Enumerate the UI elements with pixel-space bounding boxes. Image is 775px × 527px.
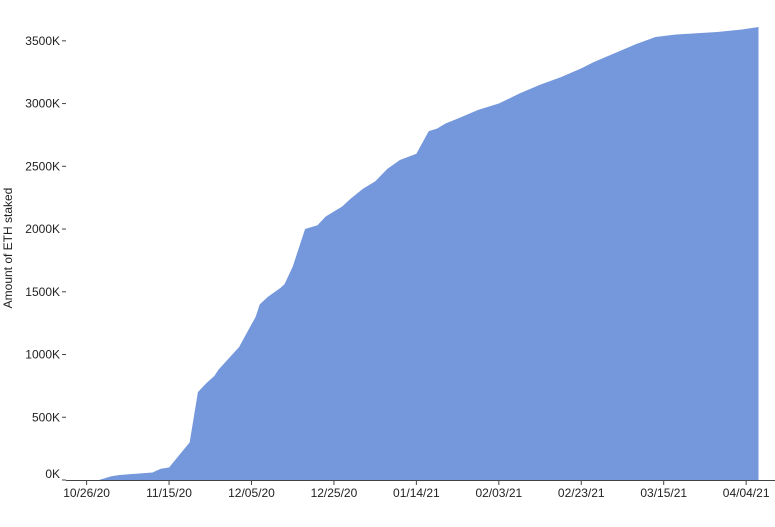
y-tick-label: 2000K	[25, 222, 60, 236]
x-tick-label: 12/05/20	[228, 486, 275, 500]
series-area-layer	[66, 27, 759, 481]
x-tick-label: 01/14/21	[393, 486, 440, 500]
x-tick-label: 04/04/21	[723, 486, 770, 500]
y-tick-label: 3500K	[25, 34, 60, 48]
x-tick-label: 02/03/21	[475, 486, 522, 500]
x-tick-label: 03/15/21	[640, 486, 687, 500]
x-tick-label: 12/25/20	[311, 486, 358, 500]
series-area-0	[66, 27, 759, 481]
y-tick-label: 2500K	[25, 159, 60, 173]
x-tick-label: 02/23/21	[558, 486, 605, 500]
y-tick-label: 1000K	[25, 348, 60, 362]
y-axis-title: Amount of ETH staked	[1, 188, 15, 309]
y-tick-label: 3000K	[25, 97, 60, 111]
y-tick-label: 0K	[45, 467, 60, 481]
x-tick-label: 10/26/20	[63, 486, 110, 500]
y-tick-label: 500K	[32, 410, 60, 424]
y-tick-label: 1500K	[25, 285, 60, 299]
x-axis: 10/26/20 11/15/20 12/05/20 12/25/20 01/14/21…	[63, 480, 775, 500]
y-axis: 0K 500K 1000K 1500K 2000K 2500K 3000K 3500K	[25, 34, 66, 481]
x-tick-label: 11/15/20	[146, 486, 192, 500]
